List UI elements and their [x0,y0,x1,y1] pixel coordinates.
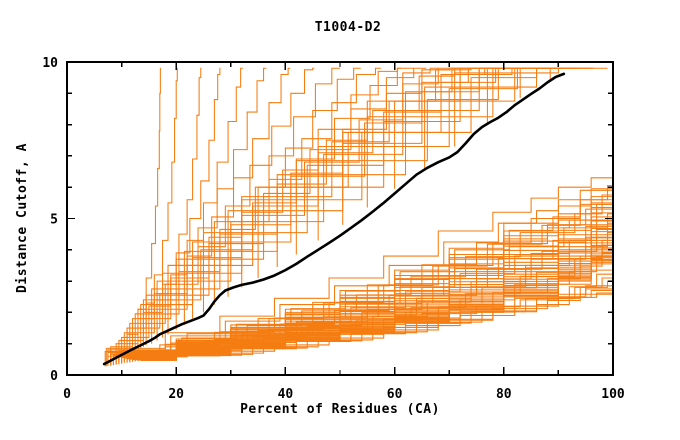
x-axis-label: Percent of Residues (CA) [240,402,440,417]
prediction-curve [129,228,613,363]
x-tick-label: 20 [168,387,184,402]
page-title: T1004-D2 [315,20,382,35]
axes-group: 0 20 40 60 80 100 0 5 10 [42,56,625,402]
prediction-curve [118,203,613,365]
prediction-curve [151,67,439,344]
prediction-curve [156,277,613,359]
y-tick-label: 0 [50,369,58,384]
y-tick-label: 10 [42,56,58,71]
prediction-curve [549,67,608,80]
prediction-curve [129,67,315,355]
y-tick-label: 5 [50,213,58,228]
reference-curve [102,72,566,366]
prediction-curve [131,244,613,362]
prediction-curve [118,67,221,361]
prediction-curve [105,177,613,367]
x-axis-tick-labels: 0 20 40 60 80 100 [63,387,625,402]
prediction-curve [126,236,613,363]
prediction-curve [175,67,478,330]
y-axis-tick-labels: 0 5 10 [42,56,58,384]
prediction-curve [110,189,613,366]
prediction-curve [137,67,381,350]
x-tick-label: 80 [496,387,512,402]
prediction-curve [142,269,613,361]
x-tick-label: 100 [601,387,625,402]
prediction-curve [230,292,613,347]
x-tick-label: 40 [278,387,294,402]
x-tick-label: 60 [387,387,403,402]
prediction-curve [276,67,526,268]
y-axis-label: Distance Cutoff, A [15,143,30,293]
prediction-curve [284,288,613,338]
prediction-curve [107,199,613,366]
y-axis-ticks [67,61,613,376]
prediction-curve [121,67,243,360]
prediction-curve [142,67,414,347]
x-axis-ticks [66,62,614,375]
prediction-curve [107,67,161,366]
prediction-curve [145,67,427,346]
x-tick-label: 0 [63,387,71,402]
prediction-curve [112,208,613,366]
prediction-curve [126,67,291,357]
plot-data-area [102,67,613,367]
prediction-curve [164,213,613,356]
prediction-curve [257,67,532,278]
prediction-curve [178,194,613,352]
prediction-curve [350,293,613,330]
